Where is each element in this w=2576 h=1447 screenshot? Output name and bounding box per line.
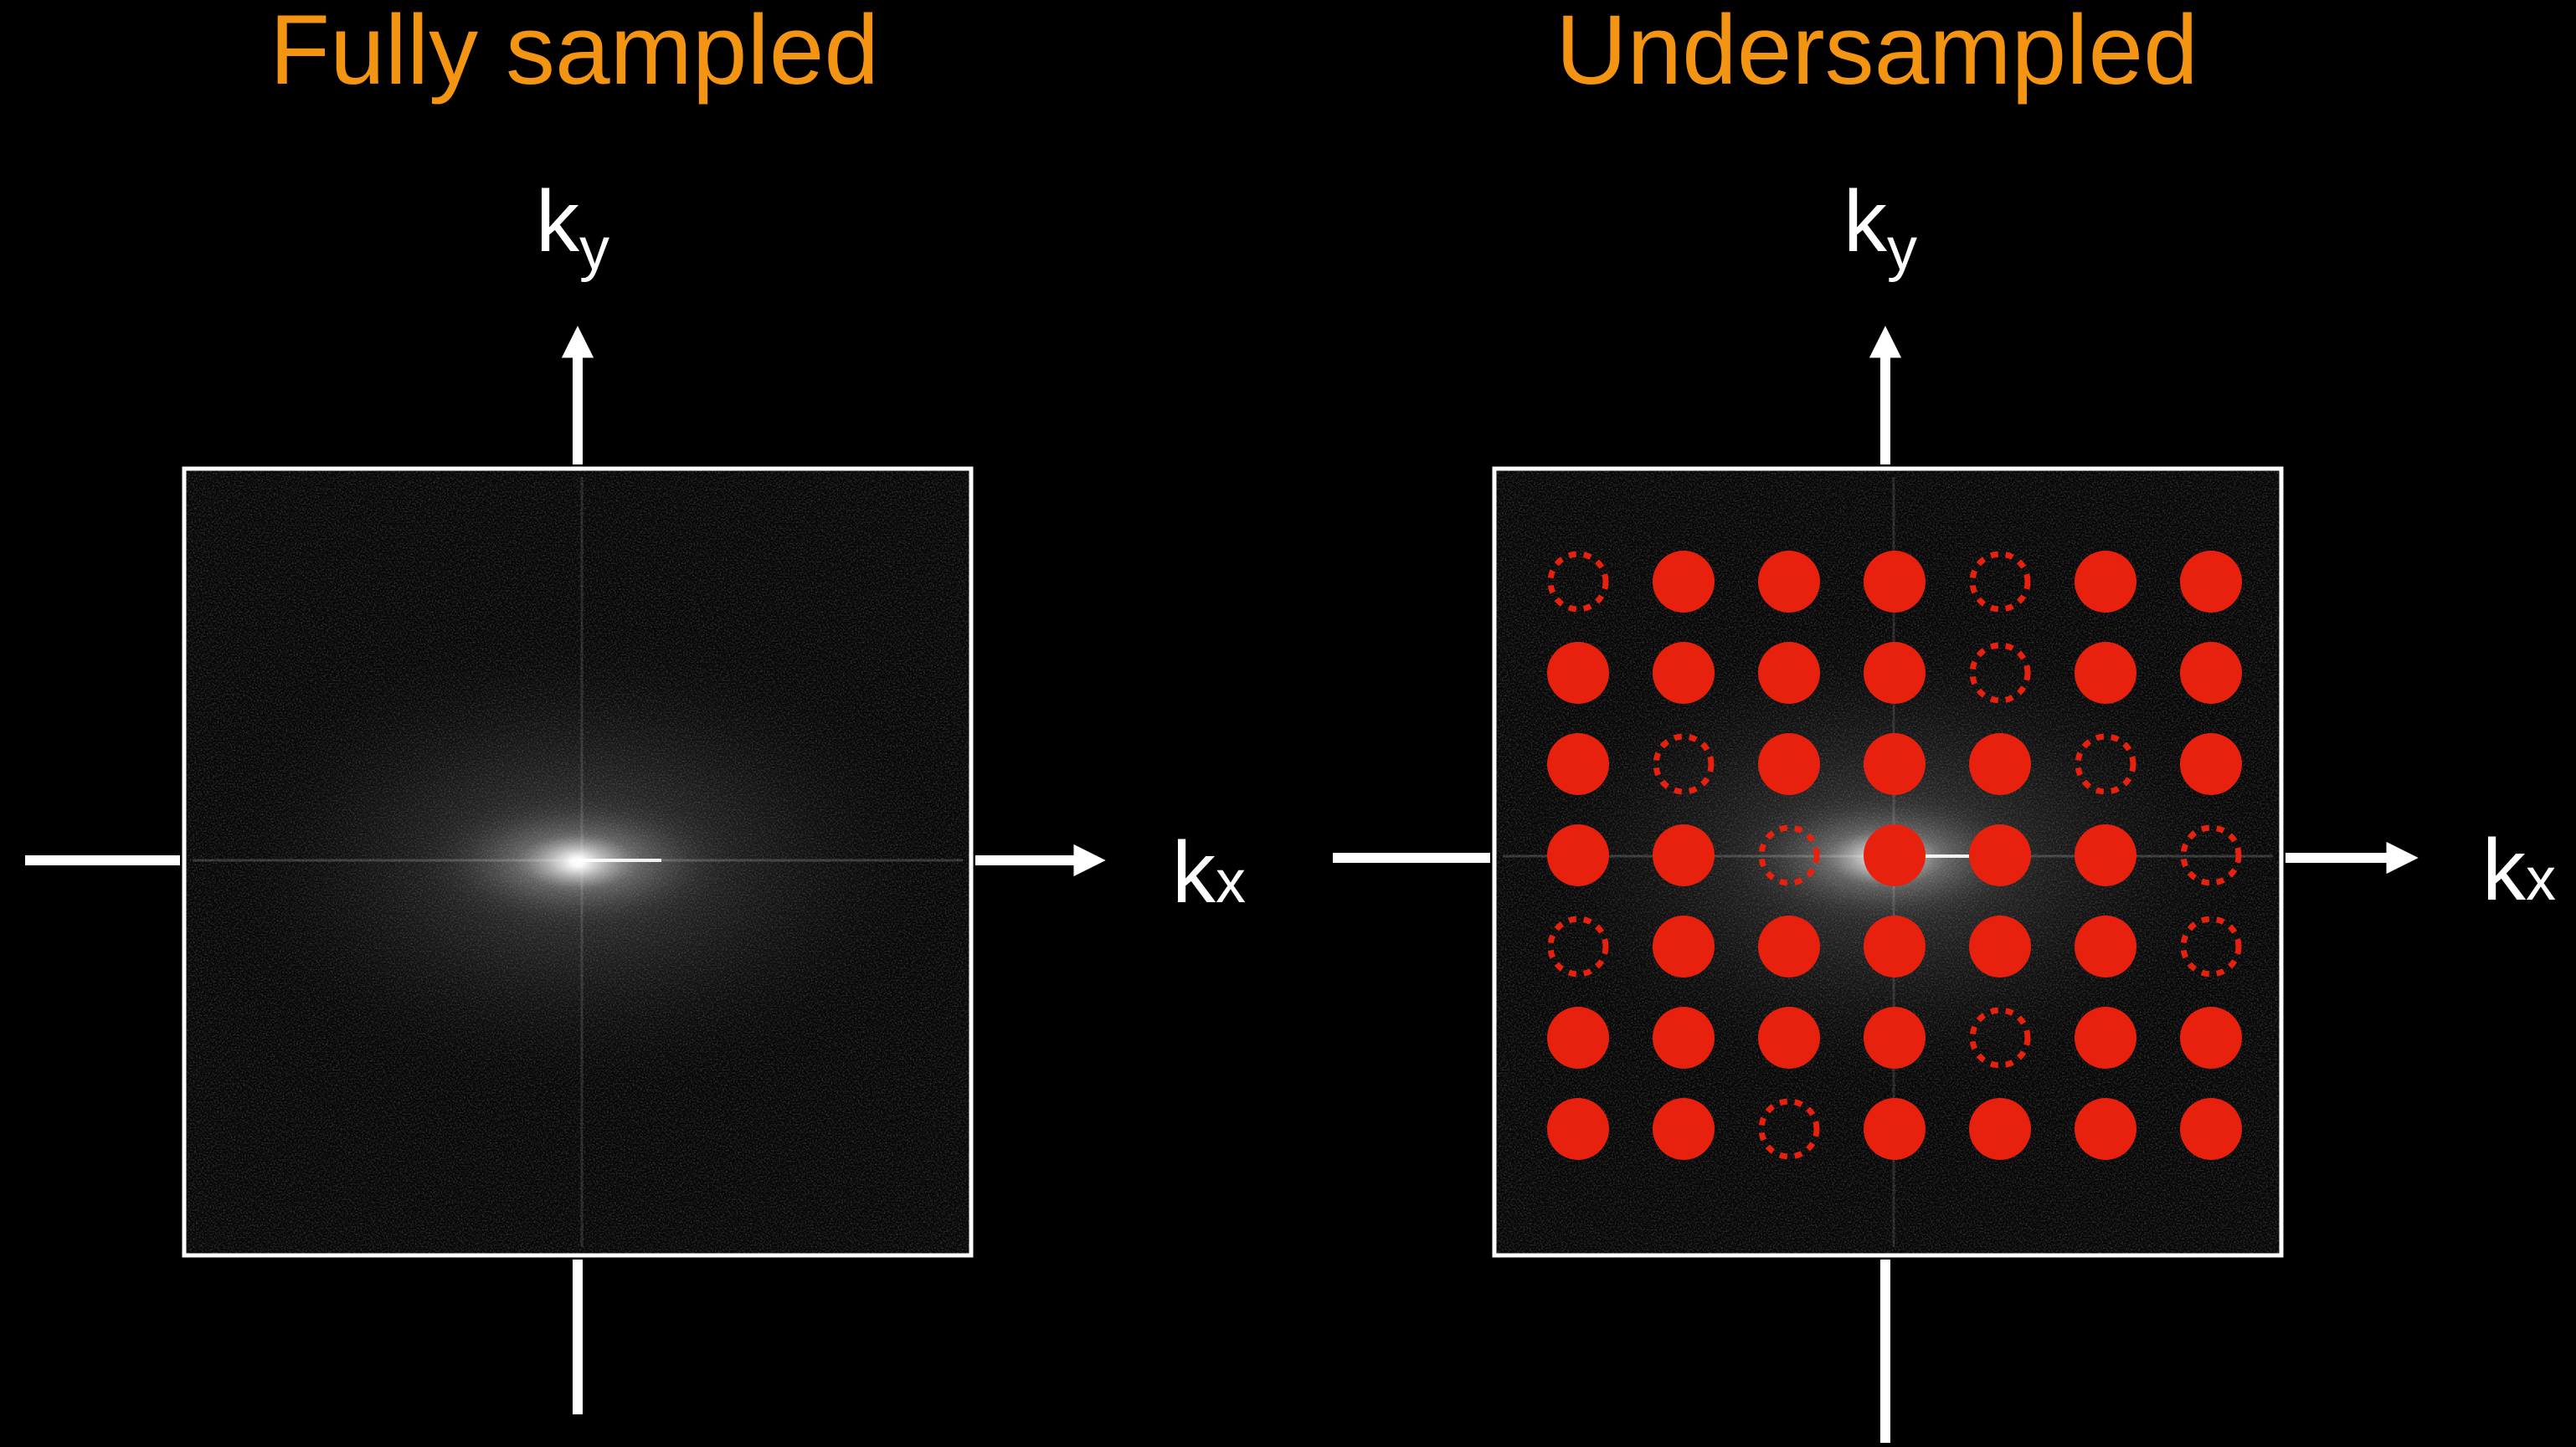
sample-point-skipped xyxy=(1969,642,2031,704)
sample-point-filled xyxy=(1758,733,1820,795)
kspace-frame xyxy=(1492,466,2284,1258)
kx-label: kx xyxy=(2482,822,2556,919)
sample-point-skipped xyxy=(1969,1007,2031,1069)
sample-point-filled xyxy=(1864,642,1926,704)
sample-point-filled xyxy=(2075,1007,2136,1069)
sample-point-filled xyxy=(1864,551,1926,613)
sample-point-skipped xyxy=(1653,733,1715,795)
panel-title: Undersampled xyxy=(1555,0,2198,105)
sample-point-filled xyxy=(1547,1098,1609,1160)
sample-point-filled xyxy=(1653,916,1715,977)
ky-label: ky xyxy=(536,173,609,283)
sample-point-filled xyxy=(2075,551,2136,613)
sample-point-filled xyxy=(1758,916,1820,977)
sample-point-filled xyxy=(2075,824,2136,886)
sample-point-filled xyxy=(1653,551,1715,613)
sample-point-filled xyxy=(2180,1007,2242,1069)
sample-point-skipped xyxy=(1547,916,1609,977)
sample-point-filled xyxy=(1547,642,1609,704)
sample-point-filled xyxy=(2180,642,2242,704)
sample-point-skipped xyxy=(2180,916,2242,977)
sample-point-filled xyxy=(1864,1098,1926,1160)
sample-point-filled xyxy=(1547,733,1609,795)
sample-point-filled xyxy=(2180,1098,2242,1160)
panel-title: Fully sampled xyxy=(270,0,879,105)
sample-point-filled xyxy=(1969,1098,2031,1160)
sample-point-skipped xyxy=(1547,551,1609,613)
sample-point-filled xyxy=(1969,824,2031,886)
sample-point-skipped xyxy=(2075,733,2136,795)
sample-point-filled xyxy=(1864,824,1926,886)
sample-point-filled xyxy=(1864,916,1926,977)
panel-undersampled: Undersampled ky kx xyxy=(1333,0,2556,1443)
sample-point-filled xyxy=(2180,733,2242,795)
kspace-image xyxy=(1492,469,2281,1255)
sample-point-filled xyxy=(2180,551,2242,613)
sample-point-filled xyxy=(1547,1007,1609,1069)
sample-point-filled xyxy=(1864,1007,1926,1069)
sample-point-filled xyxy=(1653,824,1715,886)
sample-point-filled xyxy=(1969,733,2031,795)
kx-label: kx xyxy=(1172,824,1246,921)
ky-label: ky xyxy=(1843,173,1917,283)
sampling-grid xyxy=(1547,551,2242,1160)
sample-point-filled xyxy=(1969,916,2031,977)
sample-point-filled xyxy=(2075,916,2136,977)
sample-point-filled xyxy=(2075,642,2136,704)
sample-point-filled xyxy=(1864,733,1926,795)
sample-point-filled xyxy=(1653,1098,1715,1160)
sample-point-filled xyxy=(1653,1007,1715,1069)
sample-point-filled xyxy=(1758,1007,1820,1069)
sample-point-skipped xyxy=(1758,1098,1820,1160)
sample-point-skipped xyxy=(1758,824,1820,886)
sample-point-skipped xyxy=(1969,551,2031,613)
sample-point-filled xyxy=(2075,1098,2136,1160)
kspace-image xyxy=(184,469,971,1255)
sample-point-filled xyxy=(1653,642,1715,704)
panel-fully-sampled: Fully sampled ky kx xyxy=(25,0,1246,1414)
sample-point-skipped xyxy=(2180,824,2242,886)
kspace-frame xyxy=(182,466,974,1258)
sample-point-filled xyxy=(1758,642,1820,704)
sample-point-filled xyxy=(1758,551,1820,613)
sample-point-filled xyxy=(1547,824,1609,886)
